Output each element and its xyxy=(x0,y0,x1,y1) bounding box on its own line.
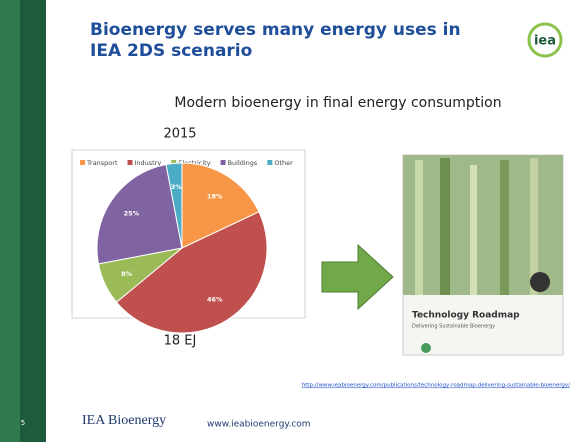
arrow xyxy=(322,245,393,309)
book-cover: Technology Roadmap Delivering Sustainabl… xyxy=(403,155,563,355)
legend-swatch xyxy=(221,160,226,165)
slide: Bioenergy serves many energy uses in IEA… xyxy=(0,0,583,442)
legend-label: Transport xyxy=(86,159,118,167)
book-subtitle: Delivering Sustainable Bioenergy xyxy=(412,324,495,330)
logo: iea xyxy=(534,34,556,49)
total: 18 EJ xyxy=(164,334,197,349)
link[interactable]: http://www.ieabioenergy.com/publications… xyxy=(302,383,571,389)
legend-swatch xyxy=(80,160,85,165)
data-label: 18% xyxy=(207,192,223,200)
data-label: 8% xyxy=(121,270,133,278)
year: 2015 xyxy=(163,127,196,142)
data-label: 25% xyxy=(124,210,140,218)
legend-swatch xyxy=(128,160,133,165)
title: IEA 2DS scenario xyxy=(90,41,252,61)
footer-brand: IEA Bioenergy xyxy=(82,413,166,428)
subtitle: Modern bioenergy in final energy consump… xyxy=(174,95,501,111)
data-label: 46% xyxy=(207,296,223,304)
legend-label: Industry xyxy=(135,159,162,167)
title: Bioenergy serves many energy uses in xyxy=(90,20,461,40)
footer-url: www.ieabioenergy.com xyxy=(207,420,311,430)
book-title: Technology Roadmap xyxy=(412,311,520,321)
legend-swatch xyxy=(267,160,272,165)
side-bar-edge xyxy=(0,0,20,442)
legend-label: Buildings xyxy=(228,159,258,167)
legend-label: Other xyxy=(274,159,293,167)
data-label: 3% xyxy=(171,183,183,191)
page-number: 5 xyxy=(21,419,25,427)
